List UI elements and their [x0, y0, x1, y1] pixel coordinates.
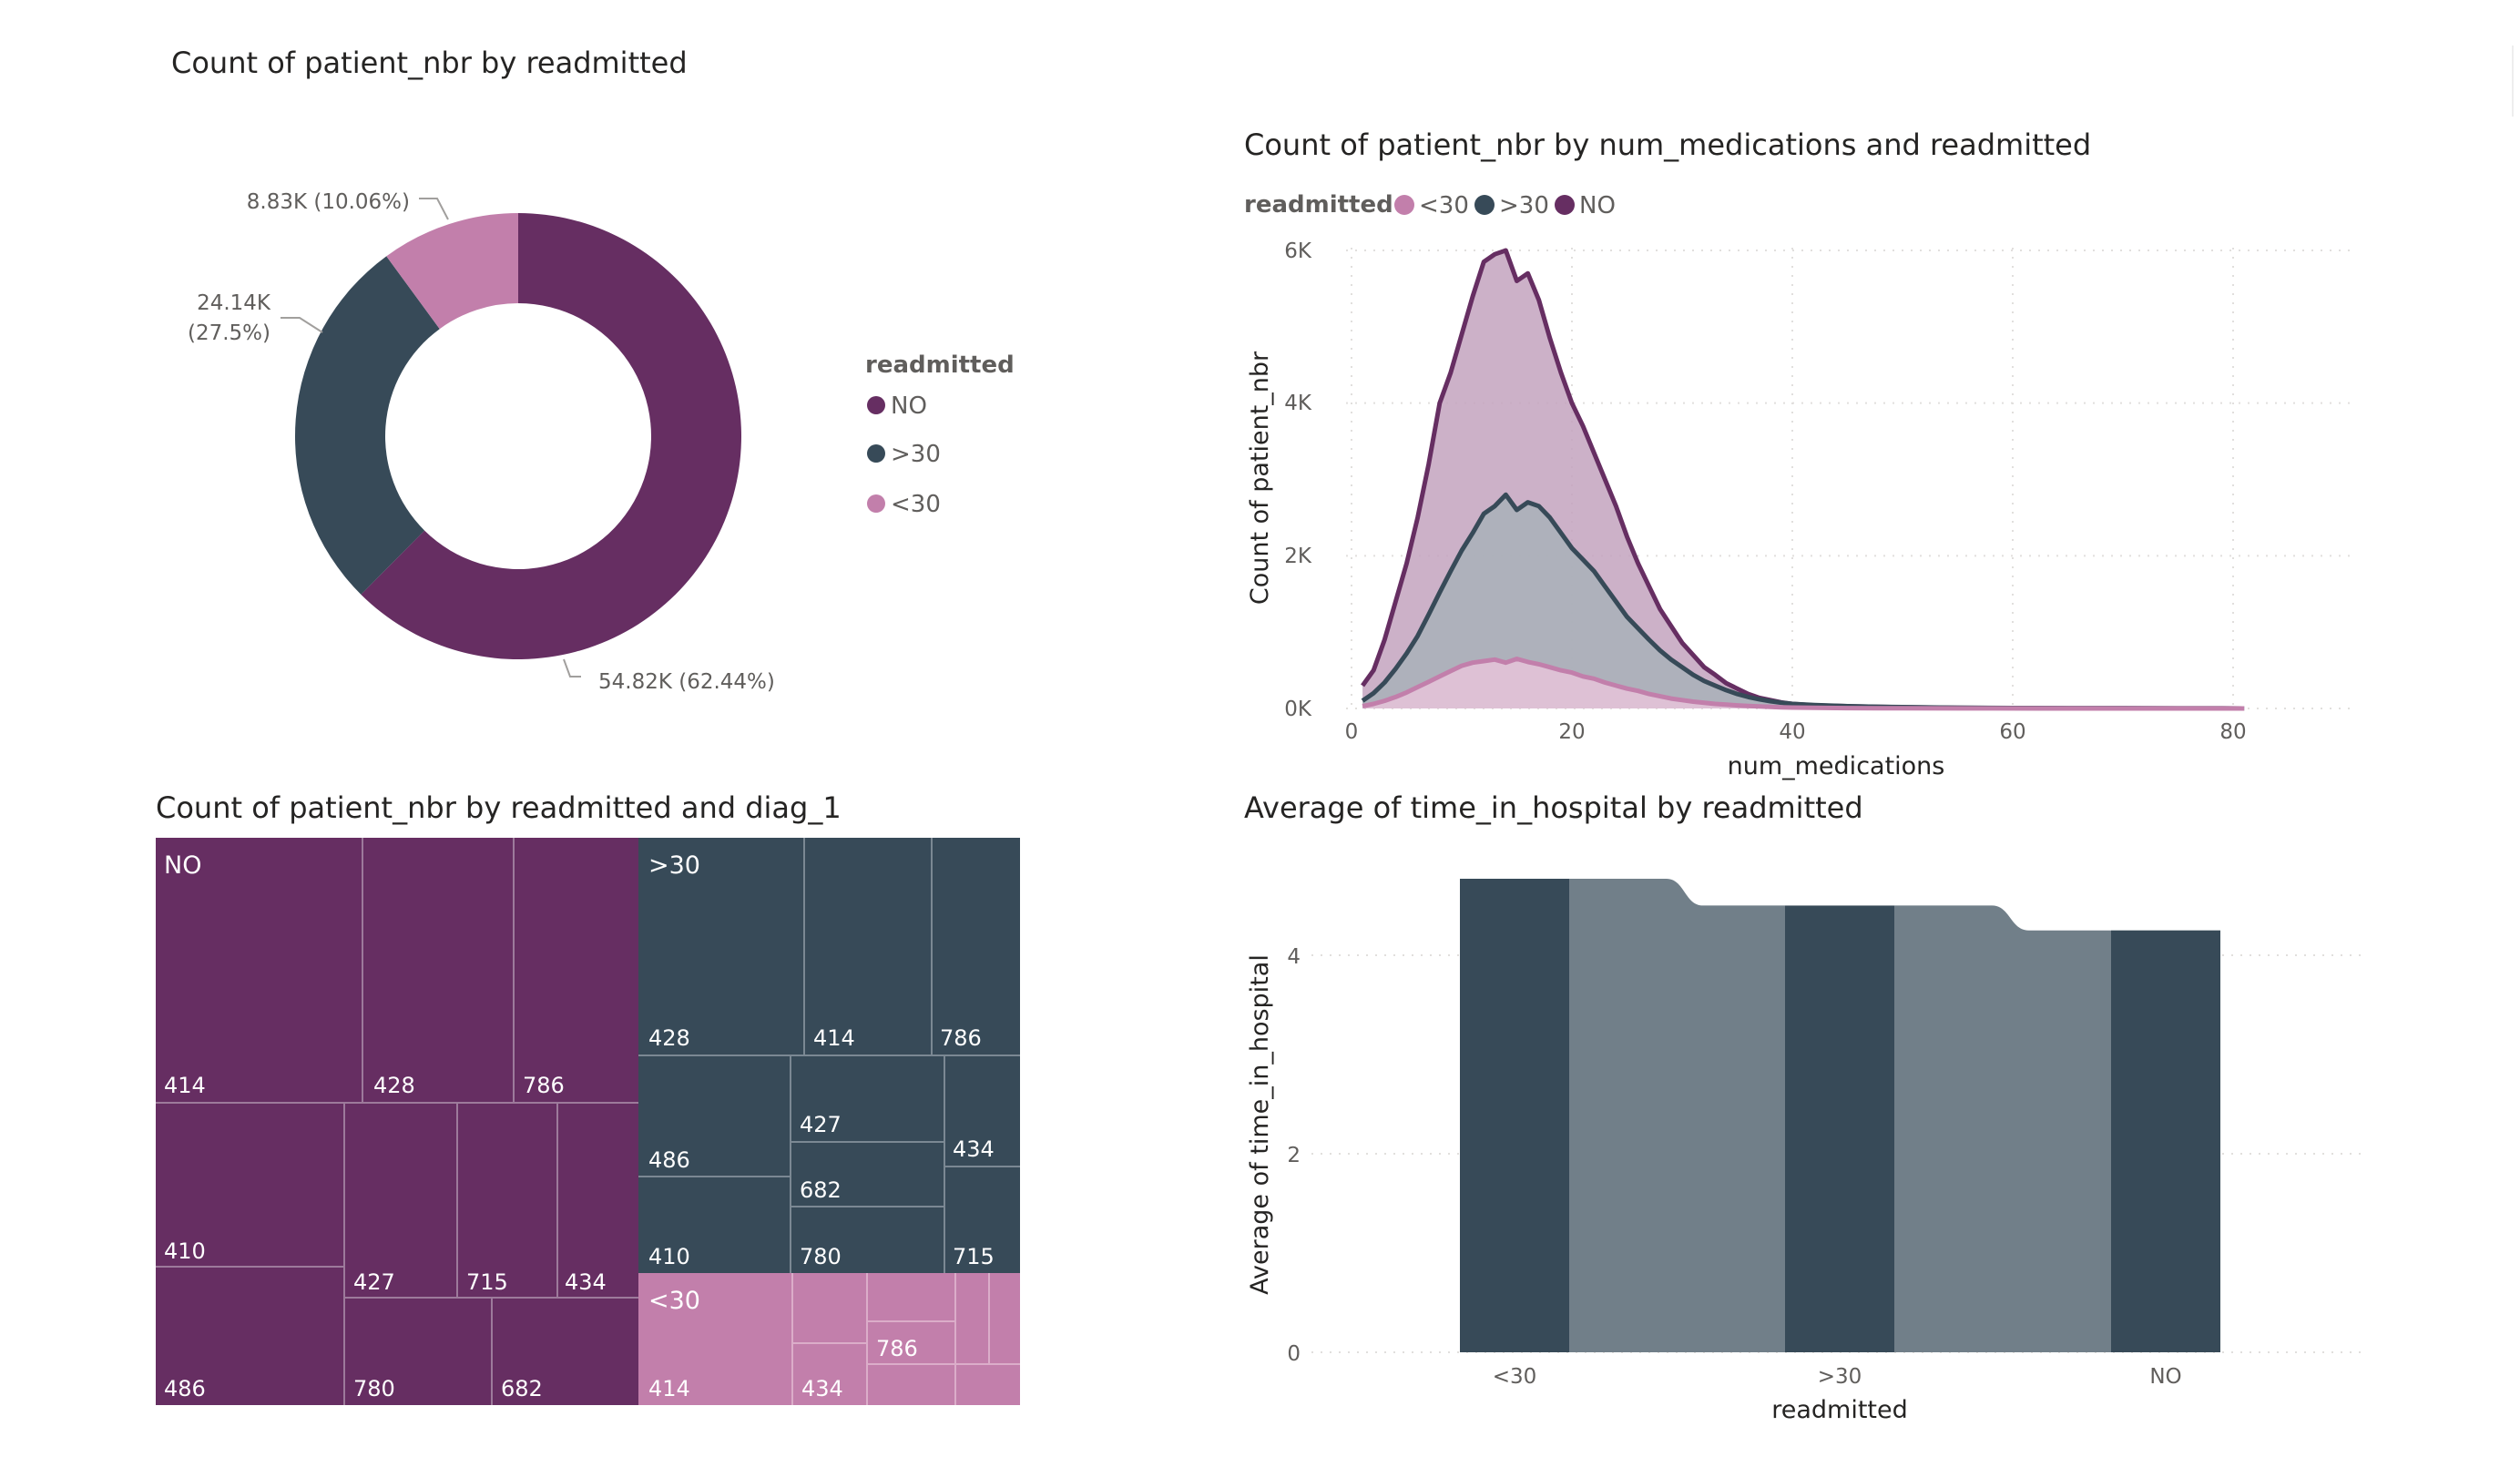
- bar-y-axis-title: Average of time_in_hospital: [1246, 954, 1274, 1295]
- svg-text:NO: NO: [1579, 192, 1616, 219]
- treemap-leaf: 682: [800, 1177, 842, 1203]
- treemap-leaf: 434: [953, 1136, 995, 1162]
- donut-title: Count of patient_nbr by readmitted: [171, 46, 688, 80]
- treemap-leaf: 410: [648, 1244, 690, 1269]
- area-series: [1361, 248, 2245, 711]
- data-label-gt30-pct: (27.5%): [188, 321, 270, 345]
- bar-no[interactable]: [2111, 930, 2220, 1352]
- treemap-leaf: 428: [648, 1025, 690, 1051]
- edge-scroll-indicator: [2512, 46, 2514, 117]
- data-label-lt30: 8.83K (10.06%): [247, 190, 410, 214]
- treemap-leaf: 780: [800, 1244, 842, 1269]
- treemap-leaf: 414: [648, 1376, 690, 1401]
- area-series-gt30-fill: [1362, 494, 2245, 708]
- leader-gt30: [281, 317, 323, 333]
- donut-slices: [295, 213, 742, 659]
- treemap-leaf: 682: [501, 1376, 543, 1401]
- area-legend-title: readmitted: [1244, 191, 1393, 219]
- donut-slice-gt30[interactable]: [295, 256, 440, 595]
- area-chart: readmitted <30 >30 NO 6K 4K 2K 0K 0 20 4…: [1244, 191, 2350, 780]
- bar-chart: 4 2 0 <30 >30 NO readmitted Average of t…: [1246, 879, 2361, 1424]
- svg-text:>30: >30: [891, 441, 941, 468]
- data-label-no: 54.82K (62.44%): [598, 670, 775, 694]
- treemap-group-label: NO: [164, 851, 201, 880]
- area-ytick: 2K: [1284, 545, 1312, 568]
- treemap-group-lt30[interactable]: <30 414 434 786: [638, 1273, 1020, 1405]
- donut-slice-no[interactable]: [361, 213, 742, 659]
- donut-slice-lt30[interactable]: [386, 213, 518, 330]
- treemap-leaf: 715: [466, 1269, 508, 1295]
- svg-text:>30: >30: [1499, 192, 1549, 219]
- treemap-leaf: 434: [801, 1376, 843, 1401]
- bar-ytick: 0: [1287, 1342, 1301, 1366]
- svg-text:<30: <30: [891, 491, 941, 518]
- treemap-leaf: 486: [164, 1376, 206, 1401]
- area-xtick: 0: [1345, 720, 1359, 744]
- bar-ribbon: [1894, 905, 2111, 1352]
- treemap-group-label: <30: [648, 1287, 700, 1315]
- area-y-axis-title: Count of patient_nbr: [1246, 351, 1274, 605]
- treemap-leaf: 414: [164, 1073, 206, 1098]
- donut-chart: 54.82K (62.44%) 24.14K (27.5%) 8.83K (10…: [188, 190, 1015, 694]
- area-xtick: 80: [2219, 720, 2246, 744]
- bar-ytick: 4: [1287, 945, 1301, 969]
- donut-legend-item-lt30[interactable]: <30: [867, 491, 941, 518]
- treemap-leaf: 414: [813, 1025, 855, 1051]
- area-ytick: 6K: [1284, 239, 1312, 263]
- area-series-lt30-fill: [1362, 658, 2245, 708]
- bars-title: Average of time_in_hospital by readmitte…: [1244, 790, 1863, 825]
- treemap-title: Count of patient_nbr by readmitted and d…: [156, 790, 842, 825]
- treemap-leaf: 715: [953, 1244, 995, 1269]
- treemap-group-no[interactable]: NO 414 428 786 410 427 715 434 486 780 6…: [156, 838, 638, 1405]
- bar-ribbon: [1569, 879, 1785, 1352]
- treemap-group-gt30[interactable]: >30 428 414 786 486 427 682 434 410 780 …: [638, 838, 1020, 1273]
- bar-marks: [1460, 879, 2220, 1352]
- area-legend-item-no[interactable]: NO: [1555, 192, 1616, 219]
- treemap-leaf: 428: [373, 1073, 415, 1098]
- treemap-leaf: 427: [353, 1269, 395, 1295]
- area-legend-item-gt30[interactable]: >30: [1474, 192, 1549, 219]
- donut-legend-title: readmitted: [865, 352, 1015, 379]
- treemap-chart: NO 414 428 786 410 427 715 434 486 780 6…: [156, 838, 1020, 1405]
- treemap-leaf: 427: [800, 1112, 842, 1137]
- svg-text:NO: NO: [891, 392, 927, 420]
- treemap-leaf: 434: [565, 1269, 607, 1295]
- treemap-leaf: 410: [164, 1238, 206, 1264]
- bar-x-axis-title: readmitted: [1771, 1396, 1908, 1424]
- treemap-leaf: 786: [523, 1073, 565, 1098]
- treemap-leaf: 786: [876, 1336, 918, 1361]
- bar-ytick: 2: [1287, 1144, 1301, 1167]
- treemap-leaf: 786: [940, 1025, 982, 1051]
- area-ytick: 4K: [1284, 392, 1312, 415]
- svg-text:<30: <30: [1419, 192, 1469, 219]
- area-series-lt30-line[interactable]: [1362, 657, 2245, 711]
- bar-xtick: >30: [1818, 1365, 1862, 1389]
- area-xtick: 40: [1779, 720, 1805, 744]
- donut-legend-item-gt30[interactable]: >30: [867, 441, 941, 468]
- leader-no: [563, 658, 581, 678]
- area-ytick: 0K: [1284, 698, 1312, 721]
- donut-legend-item-no[interactable]: NO: [867, 392, 927, 420]
- area-x-axis-title: num_medications: [1728, 752, 1945, 780]
- donut-leaders: [281, 198, 581, 678]
- leader-lt30: [419, 198, 449, 220]
- data-label-gt30-value: 24.14K: [197, 291, 271, 315]
- bar-lt30[interactable]: [1460, 879, 1569, 1352]
- area-xtick: 20: [1558, 720, 1585, 744]
- area-title: Count of patient_nbr by num_medications …: [1244, 127, 2092, 162]
- bar-gt30[interactable]: [1785, 905, 1894, 1352]
- area-xtick: 60: [1999, 720, 2025, 744]
- bar-xtick: <30: [1493, 1365, 1537, 1389]
- bar-xtick: NO: [2149, 1365, 2181, 1389]
- treemap-leaf: 486: [648, 1147, 690, 1173]
- treemap-leaf: 780: [353, 1376, 395, 1401]
- area-legend-item-lt30[interactable]: <30: [1394, 192, 1469, 219]
- treemap-group-label: >30: [648, 851, 700, 880]
